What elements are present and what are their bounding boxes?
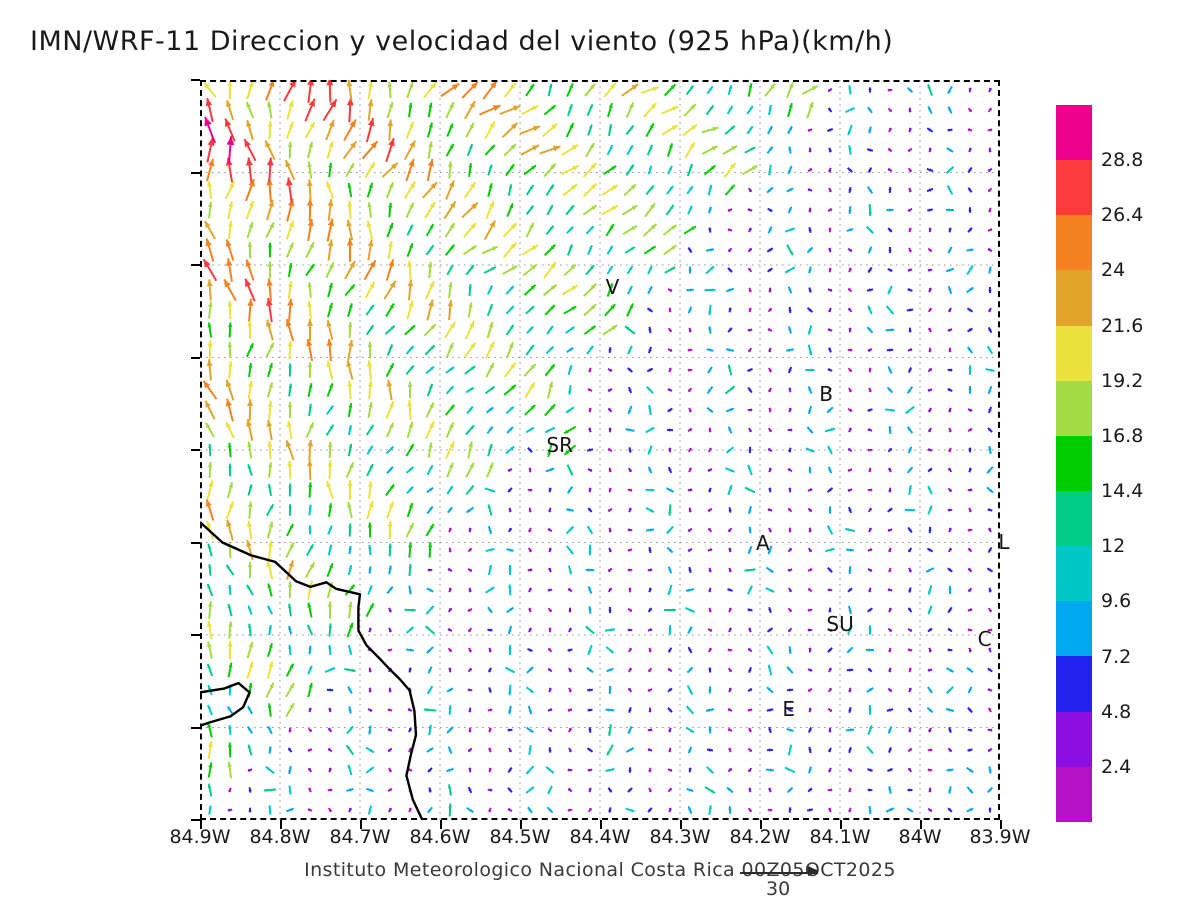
x-axis-tick [520, 820, 522, 829]
x-axis-tick [200, 820, 202, 829]
y-axis-tick [191, 541, 200, 544]
coastline-overlay [200, 521, 424, 820]
colorbar-tick-label: 19.2 [1101, 369, 1144, 392]
reference-vector-label: 30 [766, 878, 791, 900]
x-axis-label: 84.9W [169, 826, 231, 848]
x-axis-label: 84.1W [809, 826, 871, 848]
colorbar-segment [1056, 656, 1092, 712]
colorbar-segment [1056, 270, 1092, 326]
y-axis-tick [191, 726, 200, 729]
station-label-e: E [782, 697, 796, 722]
colorbar-tick-label: 14.4 [1101, 480, 1144, 503]
colorbar-segment [1056, 380, 1092, 436]
colorbar-tick-label: 2.4 [1101, 755, 1132, 778]
x-axis-tick [760, 820, 762, 829]
x-axis-tick [920, 820, 922, 829]
colorbar-tick-label: 24 [1101, 259, 1126, 282]
x-axis-label: 84.4W [569, 826, 631, 848]
colorbar-tick-label: 21.6 [1101, 314, 1144, 337]
x-axis-tick [1000, 820, 1002, 829]
x-axis-tick [440, 820, 442, 829]
colorbar-segment [1056, 601, 1092, 657]
colorbar-tick-label: 12 [1101, 535, 1126, 558]
x-axis-label: 84.3W [649, 826, 711, 848]
x-axis-label: 84.2W [729, 826, 791, 848]
y-axis-tick [191, 79, 200, 81]
y-axis-tick [191, 819, 200, 821]
colorbar-segment [1056, 215, 1092, 271]
station-label-v: V [605, 275, 620, 300]
x-axis-tick [360, 820, 362, 829]
station-label-c: C [977, 626, 992, 651]
footer-caption: Instituto Meteorologico Nacional Costa R… [304, 859, 896, 881]
colorbar-segment [1056, 766, 1092, 822]
x-axis-label: 84.7W [329, 826, 391, 848]
station-label-l: L [998, 529, 1010, 554]
station-label-b: B [819, 381, 833, 406]
y-axis-tick [191, 449, 200, 451]
colorbar-segment [1056, 546, 1092, 602]
colorbar-segment [1056, 490, 1092, 547]
colorbar-segment [1056, 435, 1092, 491]
colorbar-segment [1056, 105, 1092, 161]
x-axis-tick [840, 820, 842, 829]
map-plot-area[interactable]: V B SR A L SU C E [191, 79, 1010, 829]
x-axis-label: 84.8W [249, 826, 311, 848]
reference-vector-head [808, 866, 819, 876]
x-axis-label: 84.6W [409, 826, 471, 848]
reference-vector-line [740, 872, 818, 874]
x-axis-tick [680, 820, 682, 829]
colorbar-tick-label: 7.2 [1101, 645, 1132, 668]
station-label-a: A [756, 530, 770, 555]
colorbar[interactable] [1056, 105, 1092, 822]
colorbar-tick-label: 26.4 [1101, 204, 1144, 227]
colorbar-tick-label: 28.8 [1101, 149, 1144, 172]
x-axis-label: 83.9W [969, 826, 1031, 848]
wind-vector-field [202, 80, 995, 817]
station-label-sr: SR [546, 432, 573, 457]
y-axis-tick [191, 171, 200, 174]
x-axis-tick [280, 820, 282, 829]
reference-vector: 30 [740, 866, 860, 900]
colorbar-tick-label: 16.8 [1101, 424, 1144, 447]
y-axis-tick [191, 634, 200, 636]
station-label-su: SU [826, 611, 854, 636]
y-axis-tick [191, 264, 200, 266]
x-axis-label: 84.5W [489, 826, 551, 848]
y-axis-tick [191, 356, 200, 359]
x-axis-tick [600, 820, 602, 829]
colorbar-segment [1056, 325, 1092, 381]
page-title: IMN/WRF-11 Direccion y velocidad del vie… [30, 26, 894, 57]
colorbar-tick-label: 4.8 [1101, 700, 1132, 723]
colorbar-segment [1056, 160, 1092, 216]
x-axis-label: 84W [898, 826, 942, 848]
colorbar-segment [1056, 711, 1092, 767]
colorbar-tick-label: 9.6 [1101, 590, 1132, 613]
